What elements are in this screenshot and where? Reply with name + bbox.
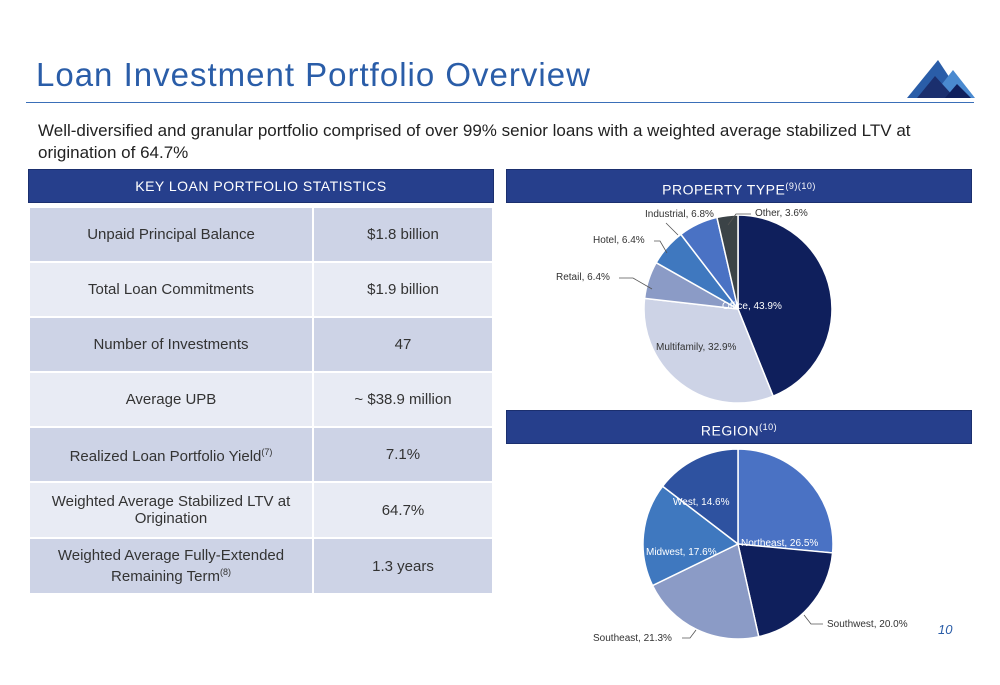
- stats-table: Unpaid Principal Balance $1.8 billion To…: [28, 206, 494, 595]
- stat-label: Weighted Average Stabilized LTV at Origi…: [28, 481, 314, 539]
- stat-label: Weighted Average Fully-Extended Remainin…: [28, 537, 314, 595]
- leader-line: [619, 277, 653, 290]
- stat-value: $1.8 billion: [312, 206, 494, 263]
- pie-slice-multifamily: [643, 297, 775, 404]
- stat-footnote: (7): [261, 447, 273, 457]
- property-type-title: PROPERTY TYPE: [662, 181, 786, 198]
- table-row: Total Loan Commitments $1.9 billion: [28, 261, 494, 318]
- stat-value: 7.1%: [312, 426, 494, 483]
- data-label: Retail, 6.4%: [556, 272, 610, 283]
- table-row: Weighted Average Stabilized LTV at Origi…: [28, 481, 494, 539]
- mountain-logo-icon: [907, 60, 975, 98]
- table-row: Realized Loan Portfolio Yield(7) 7.1%: [28, 426, 494, 483]
- data-label: Industrial, 6.8%: [645, 209, 714, 220]
- stat-footnote: (8): [219, 567, 231, 577]
- stat-value: 47: [312, 316, 494, 373]
- stat-label: Number of Investments: [28, 316, 314, 373]
- stat-label: Realized Loan Portfolio Yield(7): [28, 426, 314, 483]
- pie-slice-office: [737, 214, 833, 398]
- data-label: Office, 43.9%: [722, 301, 782, 312]
- stat-label: Unpaid Principal Balance: [28, 206, 314, 263]
- stat-value: ~ $38.9 million: [312, 371, 494, 428]
- pie-slice-southeast: [651, 542, 760, 640]
- pie-slice-midwest: [642, 485, 740, 587]
- property-type-footnote: (9)(10): [785, 181, 816, 191]
- data-label: Multifamily, 32.9%: [656, 342, 737, 353]
- region-title: REGION: [700, 422, 760, 439]
- property-type-section-header: PROPERTY TYPE(9)(10): [506, 169, 972, 203]
- stats-section-header: KEY LOAN PORTFOLIO STATISTICS: [28, 169, 494, 203]
- page-title: Loan Investment Portfolio Overview: [36, 56, 591, 93]
- table-row: Number of Investments 47: [28, 316, 494, 373]
- table-row: Weighted Average Fully-Extended Remainin…: [28, 537, 494, 595]
- region-section-header: REGION(10): [506, 410, 972, 444]
- stats-section-title: KEY LOAN PORTFOLIO STATISTICS: [135, 178, 387, 194]
- page-number: 10: [938, 622, 953, 637]
- pie-slice-west: [661, 448, 739, 546]
- stat-value: $1.9 billion: [312, 261, 494, 318]
- property-type-pie: Office, 43.9% Multifamily, 32.9% Retail, 6…: [556, 208, 833, 404]
- leader-line: [665, 222, 679, 236]
- leader-line: [803, 614, 823, 625]
- title-divider: [26, 102, 974, 103]
- data-label: Hotel, 6.4%: [593, 235, 645, 246]
- pie-slice-southwest: [737, 543, 834, 638]
- page-subtitle: Well-diversified and granular portfolio …: [38, 121, 911, 162]
- table-row: Average UPB ~ $38.9 million: [28, 371, 494, 428]
- table-row: Unpaid Principal Balance $1.8 billion: [28, 206, 494, 263]
- data-label: Northeast, 26.5%: [741, 538, 818, 549]
- leader-line: [682, 629, 697, 639]
- leader-line: [727, 213, 751, 226]
- stat-label: Average UPB: [28, 371, 314, 428]
- region-pie: Northeast, 26.5% Southwest, 20.0% Southeas…: [593, 448, 908, 644]
- stat-label: Total Loan Commitments: [28, 261, 314, 318]
- data-label: Southwest, 20.0%: [827, 619, 908, 630]
- data-label: Southeast, 21.3%: [593, 633, 672, 644]
- pie-slice-other: [716, 214, 739, 310]
- data-label: West, 14.6%: [673, 497, 730, 508]
- data-label: Other, 3.6%: [755, 208, 808, 219]
- leader-line: [654, 240, 668, 254]
- pie-slice-northeast: [737, 448, 834, 554]
- stat-value: 1.3 years: [312, 537, 494, 595]
- stat-value: 64.7%: [312, 481, 494, 539]
- region-footnote: (10): [759, 422, 778, 432]
- data-label: Midwest, 17.6%: [646, 547, 717, 558]
- pie-charts: Office, 43.9% Multifamily, 32.9% Retail, 6…: [556, 208, 908, 644]
